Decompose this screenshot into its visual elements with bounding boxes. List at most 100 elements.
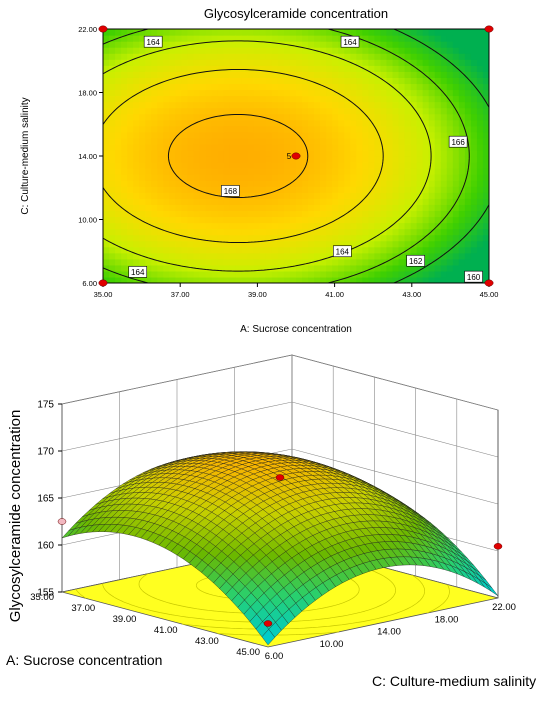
contour-fill-cell [429, 174, 436, 181]
contour-fill-cell [169, 174, 176, 181]
contour-fill-cell [103, 138, 110, 145]
contour-fill-cell [212, 83, 219, 90]
contour-fill-cell [477, 204, 484, 211]
contour-fill-cell [230, 156, 237, 163]
contour-fill-cell [296, 271, 303, 278]
contour-fill-cell [157, 138, 164, 145]
contour-fill-cell [212, 59, 219, 66]
contour-fill-cell [368, 223, 375, 230]
contour-fill-cell [121, 108, 128, 115]
contour-fill-cell [163, 96, 170, 103]
contour-fill-cell [224, 198, 231, 205]
contour-fill-cell [212, 229, 219, 236]
contour-fill-cell [356, 180, 363, 187]
contour-fill-cell [212, 186, 219, 193]
surface-z-tick-label: 165 [37, 494, 54, 505]
contour-fill-cell [133, 229, 140, 236]
contour-fill-cell [242, 96, 249, 103]
contour-x-tick-label: 45.00 [480, 290, 499, 299]
contour-fill-cell [212, 138, 219, 145]
contour-fill-cell [302, 198, 309, 205]
contour-fill-cell [332, 138, 339, 145]
contour-fill-cell [453, 41, 460, 48]
contour-fill-cell [314, 150, 321, 157]
contour-fill-cell [242, 108, 249, 115]
contour-fill-cell [272, 102, 279, 109]
contour-fill-cell [326, 162, 333, 169]
surface-design-point [494, 543, 502, 549]
contour-fill-cell [169, 223, 176, 230]
contour-fill-cell [187, 59, 194, 66]
contour-fill-cell [266, 150, 273, 157]
contour-fill-cell [206, 186, 213, 193]
contour-fill-cell [399, 144, 406, 151]
contour-fill-cell [296, 89, 303, 96]
contour-fill-cell [465, 247, 472, 254]
contour-fill-cell [471, 216, 478, 223]
contour-fill-cell [115, 47, 122, 54]
contour-fill-cell [308, 216, 315, 223]
contour-fill-cell [218, 156, 225, 163]
contour-fill-cell [380, 102, 387, 109]
contour-fill-cell [133, 77, 140, 84]
contour-fill-cell [242, 89, 249, 96]
contour-fill-cell [236, 102, 243, 109]
contour-fill-cell [332, 47, 339, 54]
contour-fill-cell [163, 253, 170, 260]
surface-y-tick-label: 10.00 [320, 639, 344, 650]
contour-fill-cell [386, 59, 393, 66]
contour-fill-cell [393, 96, 400, 103]
contour-fill-cell [374, 204, 381, 211]
contour-fill-cell [356, 235, 363, 242]
contour-fill-cell [356, 126, 363, 133]
contour-fill-cell [302, 65, 309, 72]
contour-fill-cell [465, 253, 472, 260]
contour-fill-cell [169, 132, 176, 139]
contour-fill-cell [399, 210, 406, 217]
contour-fill-cell [362, 59, 369, 66]
contour-fill-cell [284, 192, 291, 199]
contour-fill-cell [429, 83, 436, 90]
contour-fill-cell [386, 247, 393, 254]
contour-fill-cell [169, 271, 176, 278]
contour-fill-cell [314, 65, 321, 72]
contour-fill-cell [296, 204, 303, 211]
contour-fill-cell [200, 168, 207, 175]
contour-fill-cell [248, 223, 255, 230]
contour-fill-cell [356, 144, 363, 151]
contour-fill-cell [417, 223, 424, 230]
contour-fill-cell [411, 210, 418, 217]
contour-fill-cell [224, 271, 231, 278]
contour-fill-cell [224, 156, 231, 163]
contour-fill-cell [441, 47, 448, 54]
contour-fill-cell [350, 235, 357, 242]
contour-fill-cell [121, 114, 128, 121]
contour-fill-cell [302, 83, 309, 90]
contour-fill-cell [332, 41, 339, 48]
contour-fill-cell [417, 229, 424, 236]
contour-fill-cell [151, 186, 158, 193]
contour-fill-cell [453, 96, 460, 103]
contour-fill-cell [236, 229, 243, 236]
contour-fill-cell [411, 150, 418, 157]
contour-fill-cell [441, 198, 448, 205]
contour-fill-cell [447, 83, 454, 90]
contour-fill-cell [175, 247, 182, 254]
contour-fill-cell [350, 71, 357, 78]
contour-fill-cell [133, 132, 140, 139]
contour-fill-cell [302, 114, 309, 121]
contour-fill-cell [133, 204, 140, 211]
contour-fill-cell [242, 59, 249, 66]
contour-fill-cell [393, 102, 400, 109]
contour-fill-cell [115, 186, 122, 193]
contour-fill-cell [441, 162, 448, 169]
contour-fill-cell [151, 29, 158, 36]
contour-fill-cell [115, 174, 122, 181]
contour-fill-cell [206, 253, 213, 260]
contour-fill-cell [362, 186, 369, 193]
contour-fill-cell [139, 108, 146, 115]
contour-fill-cell [260, 216, 267, 223]
contour-fill-cell [405, 150, 412, 157]
contour-fill-cell [362, 83, 369, 90]
contour-fill-cell [260, 223, 267, 230]
